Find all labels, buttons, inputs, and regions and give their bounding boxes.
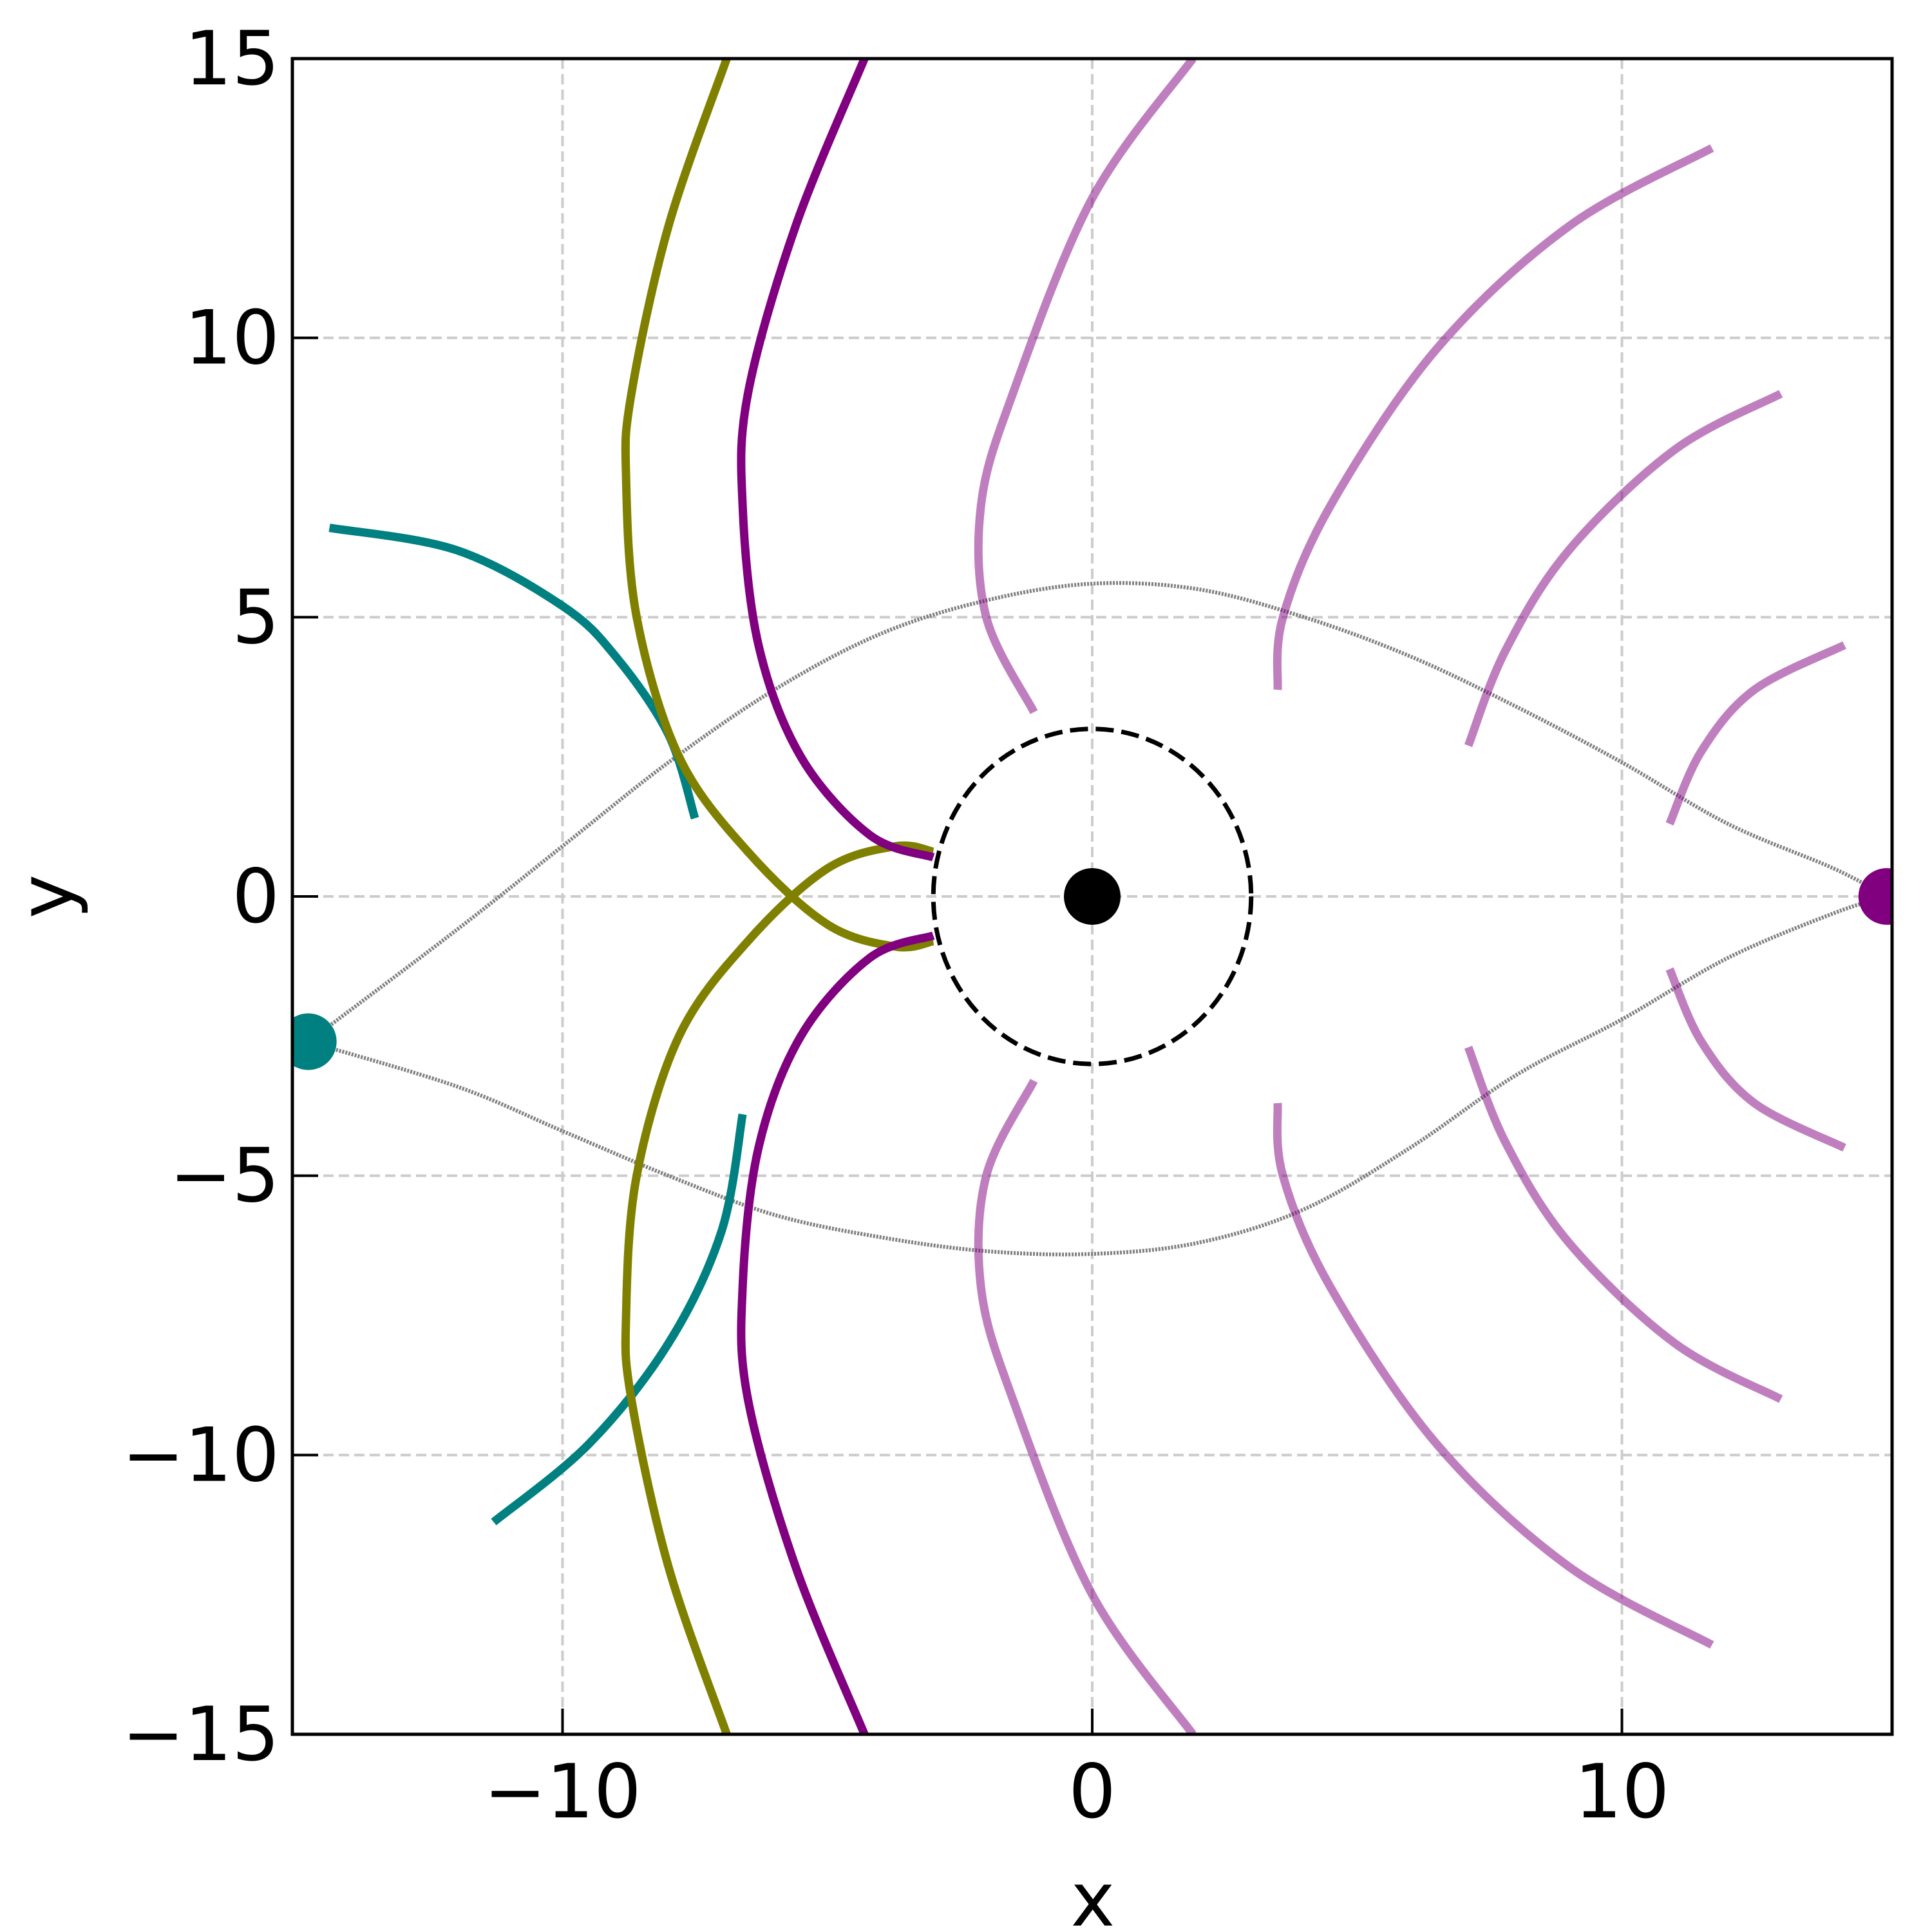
y-tick-label: 5 — [232, 574, 279, 661]
y-tick-label: −10 — [122, 1412, 279, 1499]
series-line — [307, 895, 1888, 1256]
x-tick-label: 10 — [1575, 1748, 1670, 1835]
series-line — [621, 59, 934, 952]
series-line — [974, 59, 1197, 714]
x-axis-label: x — [1071, 1857, 1115, 1932]
point — [1858, 868, 1892, 925]
y-tick-label: −15 — [122, 1691, 279, 1778]
y-tick-label: 10 — [184, 295, 279, 382]
y-tick-label: −5 — [169, 1133, 279, 1220]
series-line — [1464, 1045, 1783, 1403]
series-line — [621, 841, 934, 1734]
series-line — [737, 931, 935, 1734]
series-line — [974, 1079, 1197, 1734]
series-line — [1665, 641, 1846, 826]
point — [1064, 868, 1121, 925]
series-line — [328, 524, 699, 820]
x-tick-label: −10 — [484, 1748, 641, 1835]
series-line — [1464, 390, 1783, 748]
series-line — [1665, 967, 1846, 1152]
series-line — [491, 1113, 747, 1526]
series-line — [737, 59, 935, 862]
x-tick-label: 0 — [1068, 1748, 1116, 1835]
plot-frame — [290, 57, 1894, 1736]
point — [292, 1013, 337, 1070]
y-tick-label: 15 — [184, 15, 279, 102]
plot-area — [292, 59, 1892, 1734]
reference-circle — [931, 726, 1254, 1066]
series-line — [1273, 1103, 1714, 1649]
y-axis-label: y — [3, 875, 90, 919]
series-line — [1273, 144, 1714, 690]
series-line — [307, 581, 1888, 1043]
y-tick-label: 0 — [232, 853, 279, 940]
